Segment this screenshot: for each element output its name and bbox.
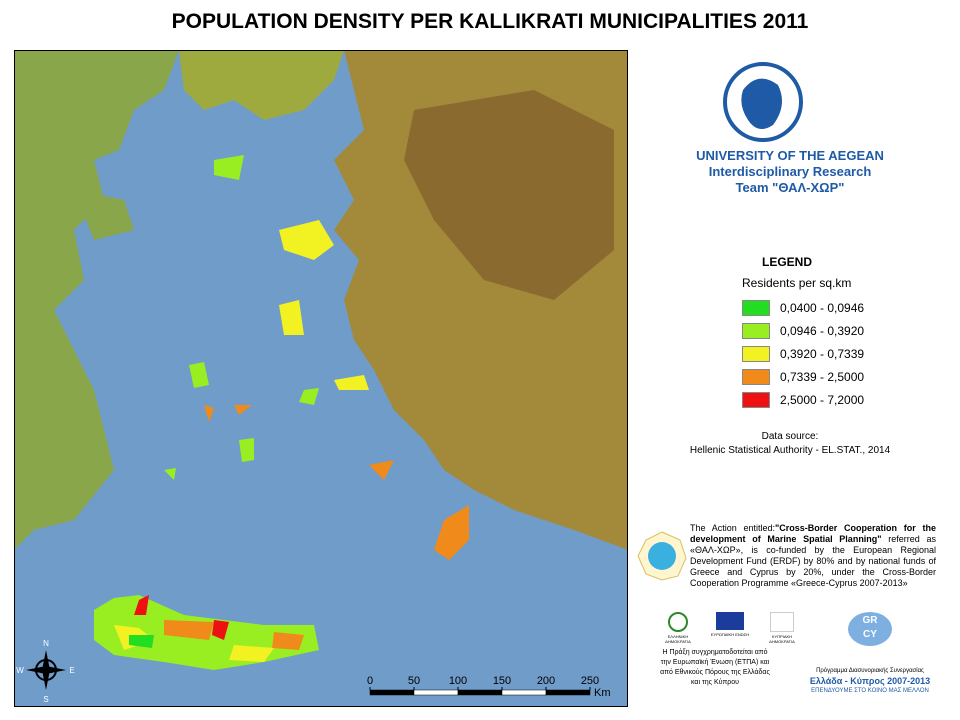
compass-s: S bbox=[43, 695, 48, 704]
scale-label: 50 bbox=[408, 675, 420, 687]
legend-label: 0,3920 - 0,7339 bbox=[780, 346, 865, 361]
scale-label: 100 bbox=[449, 675, 467, 687]
island bbox=[279, 220, 334, 260]
logo-sea bbox=[648, 542, 676, 570]
programme-label: Πρόγραμμα Διασυνοριακής Συνεργασίας bbox=[816, 668, 924, 674]
crete-municipality bbox=[164, 620, 304, 650]
scale-label: 0 bbox=[367, 675, 373, 687]
north-coast bbox=[179, 50, 344, 120]
legend-swatch bbox=[742, 299, 770, 316]
logo-caption: ΚΥΠΡΙΑΚΗ ΔΗΜΟΚΡΑΤΙΑ bbox=[769, 634, 795, 644]
crete-municipality bbox=[129, 635, 154, 648]
institution-name: UNIVERSITY OF THE AEGEAN bbox=[696, 148, 884, 163]
programme: Πρόγραμμα Διασυνοριακής Συνεργασίας Ελλά… bbox=[790, 666, 950, 696]
island bbox=[279, 300, 304, 335]
island bbox=[164, 388, 319, 480]
compass-rose bbox=[26, 650, 66, 690]
legend-swatch bbox=[742, 391, 770, 408]
euboea bbox=[34, 140, 134, 240]
cofunding: Η Πράξη συγχρηματοδοτείται από την Ευρωπ… bbox=[660, 649, 770, 686]
scale-segment bbox=[413, 689, 459, 696]
compass-n: N bbox=[43, 639, 49, 648]
institution-line: Interdisciplinary Research bbox=[708, 164, 872, 179]
scale-segment bbox=[501, 689, 547, 696]
action-segment: referred as «ΘΑΛ-ΧΩΡ», is co-funded by t… bbox=[690, 534, 936, 588]
university-logo bbox=[723, 62, 803, 142]
logo-caption: ΕΥΡΩΠΑΪΚΗ ΕΝΩΣΗ bbox=[710, 632, 750, 637]
project-logo bbox=[637, 531, 687, 581]
legend: 0,0400 - 0,0946 0,0946 - 0,3920 0,3920 - 0… bbox=[742, 296, 864, 411]
grcy-text: CY bbox=[863, 629, 877, 640]
grcy-text: GR bbox=[862, 615, 878, 626]
institution: UNIVERSITY OF THE AEGEAN Interdisciplina… bbox=[640, 148, 940, 196]
scale-segment bbox=[545, 689, 591, 696]
legend-swatch bbox=[742, 368, 770, 385]
legend-label: 0,0400 - 0,0946 bbox=[780, 300, 865, 315]
island bbox=[189, 362, 209, 388]
scale-label: 200 bbox=[537, 675, 555, 687]
legend-row: 0,0946 - 0,3920 bbox=[742, 319, 864, 342]
legend-subtitle: Residents per sq.km bbox=[742, 276, 852, 290]
scale-label: 150 bbox=[493, 675, 511, 687]
compass-e: E bbox=[69, 666, 74, 675]
source-text: Hellenic Statistical Authority - EL.STAT… bbox=[689, 445, 891, 456]
action-segment: "Cross-Border Cooperation for the develo… bbox=[690, 523, 936, 544]
rhodes bbox=[434, 505, 469, 560]
source-heading: Data source: bbox=[761, 431, 819, 442]
logo-figure bbox=[741, 78, 782, 129]
scale-unit: Km bbox=[594, 687, 611, 699]
legend-row: 2,5000 - 7,2000 bbox=[742, 388, 864, 411]
programme-name: Ελλάδα - Κύπρος 2007-2013 bbox=[809, 676, 931, 686]
compass: N S E W bbox=[16, 639, 74, 704]
map-title: POPULATION DENSITY PER KALLIKRATI MUNICI… bbox=[171, 10, 809, 33]
compass-w: W bbox=[16, 666, 24, 675]
island bbox=[214, 155, 244, 180]
legend-title: LEGEND bbox=[762, 255, 813, 269]
anatolia-highland bbox=[404, 90, 614, 300]
legend-row: 0,0400 - 0,0946 bbox=[742, 296, 864, 319]
crete-municipality bbox=[114, 625, 274, 662]
legend-row: 0,3920 - 0,7339 bbox=[742, 342, 864, 365]
action-segment: The Action entitled: bbox=[690, 523, 776, 533]
legend-label: 0,0946 - 0,3920 bbox=[780, 323, 865, 338]
source: Data source: Hellenic Statistical Author… bbox=[640, 430, 940, 458]
partner-logos: ΕΛΛΗΝΙΚΗ ΔΗΜΟΚΡΑΤΙΑ ΕΥΡΩΠΑΪΚΗ ΕΝΩΣΗ ΚΥΠΡ… bbox=[655, 612, 805, 644]
scale-segment bbox=[457, 689, 503, 696]
legend-swatch bbox=[742, 322, 770, 339]
scale-segment bbox=[369, 689, 415, 696]
action-text: The Action entitled:"Cross-Border Cooper… bbox=[690, 523, 936, 589]
island bbox=[334, 375, 369, 390]
logo-eu: ΕΥΡΩΠΑΪΚΗ ΕΝΩΣΗ bbox=[707, 612, 753, 644]
legend-swatch bbox=[742, 345, 770, 362]
mainland-greece bbox=[14, 50, 179, 550]
logo-cyprus: ΚΥΠΡΙΑΚΗ ΔΗΜΟΚΡΑΤΙΑ bbox=[759, 612, 805, 644]
legend-label: 2,5000 - 7,2000 bbox=[780, 392, 865, 407]
legend-label: 0,7339 - 2,5000 bbox=[780, 369, 865, 384]
logo-caption: ΕΛΛΗΝΙΚΗ ΔΗΜΟΚΡΑΤΙΑ bbox=[665, 634, 691, 644]
legend-row: 0,7339 - 2,5000 bbox=[742, 365, 864, 388]
grcy-logo: GR CY bbox=[848, 612, 892, 646]
scale-label: 250 bbox=[581, 675, 599, 687]
logo-greece: ΕΛΛΗΝΙΚΗ ΔΗΜΟΚΡΑΤΙΑ bbox=[655, 612, 701, 644]
institution-line: Team "ΘΑΛ-ΧΩΡ" bbox=[735, 180, 845, 195]
crete-municipality bbox=[134, 595, 229, 640]
programme-motto: ΕΠΕΝΔΥΟΥΜΕ ΣΤΟ ΚΟΙΝΟ ΜΑΣ ΜΕΛΛΟΝ bbox=[811, 688, 929, 694]
